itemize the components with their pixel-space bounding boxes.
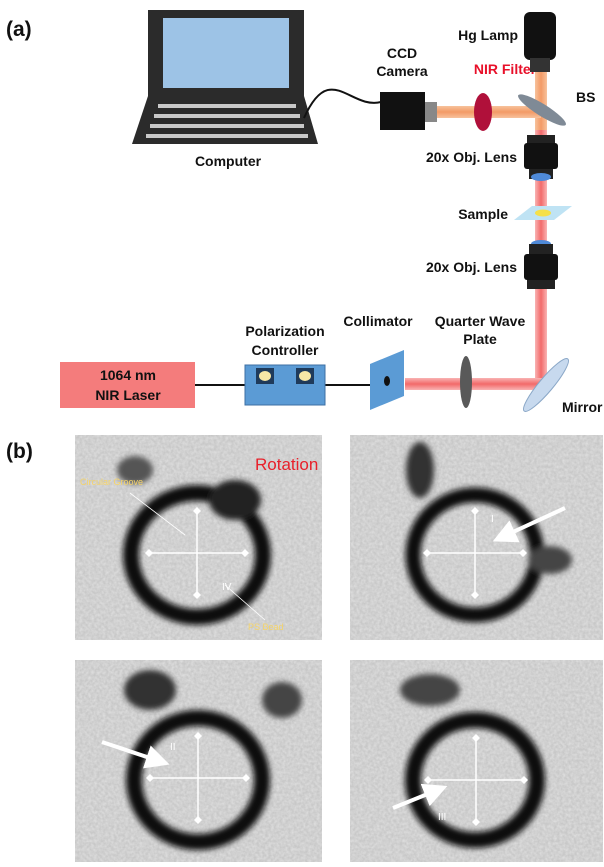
label: Camera	[376, 63, 428, 79]
figure: (a) Computer CCD Camera NIR Filter Hg La…	[0, 0, 604, 862]
hg-lamp	[524, 12, 556, 60]
sample	[535, 210, 551, 217]
label: NIR Filter	[474, 61, 537, 77]
label: NIR Laser	[95, 387, 161, 403]
annotation: Rotation	[255, 455, 318, 474]
microscopy-image	[75, 660, 322, 862]
label: 1064 nm	[100, 367, 156, 383]
objective	[524, 143, 558, 169]
position-label: IV	[222, 582, 232, 593]
paddle	[259, 371, 271, 381]
label: 20x Obj. Lens	[426, 259, 517, 275]
label: Collimator	[343, 313, 413, 329]
label: CCD	[387, 45, 417, 61]
position-label: I	[491, 514, 494, 525]
position-label: II	[170, 742, 176, 753]
label: Plate	[463, 331, 497, 347]
paddle	[299, 371, 311, 381]
label: Quarter Wave	[435, 313, 526, 329]
label: BS	[576, 89, 595, 105]
cable	[304, 90, 381, 118]
ccd-camera	[380, 92, 425, 130]
quarter-wave-plate	[460, 356, 472, 408]
objective	[527, 135, 555, 143]
label: Hg Lamp	[458, 27, 518, 43]
objective	[527, 280, 555, 289]
label: Sample	[458, 206, 508, 222]
label: Polarization	[245, 323, 324, 339]
camera-lens	[425, 102, 437, 122]
hg-lamp-neck	[530, 58, 550, 72]
panel-label: (a)	[6, 18, 32, 41]
beam	[405, 378, 547, 390]
page: (a) Computer CCD Camera NIR Filter Hg La…	[0, 0, 604, 862]
label: Computer	[195, 153, 262, 169]
objective-lens	[531, 173, 551, 181]
collimator-aperture	[384, 376, 390, 386]
label: Mirror	[562, 399, 603, 415]
annotation: Circular Groove	[80, 477, 143, 487]
label: 20x Obj. Lens	[426, 149, 517, 165]
nir-filter	[474, 93, 492, 131]
label: Controller	[252, 342, 319, 358]
microscopy-image	[350, 660, 603, 862]
panel-label: (b)	[6, 440, 33, 463]
annotation: PS Bead	[248, 622, 284, 632]
microscopy-image	[350, 435, 603, 640]
position-label: III	[438, 812, 446, 823]
objective	[529, 244, 553, 254]
laptop-display	[163, 18, 289, 88]
objective	[524, 254, 558, 280]
